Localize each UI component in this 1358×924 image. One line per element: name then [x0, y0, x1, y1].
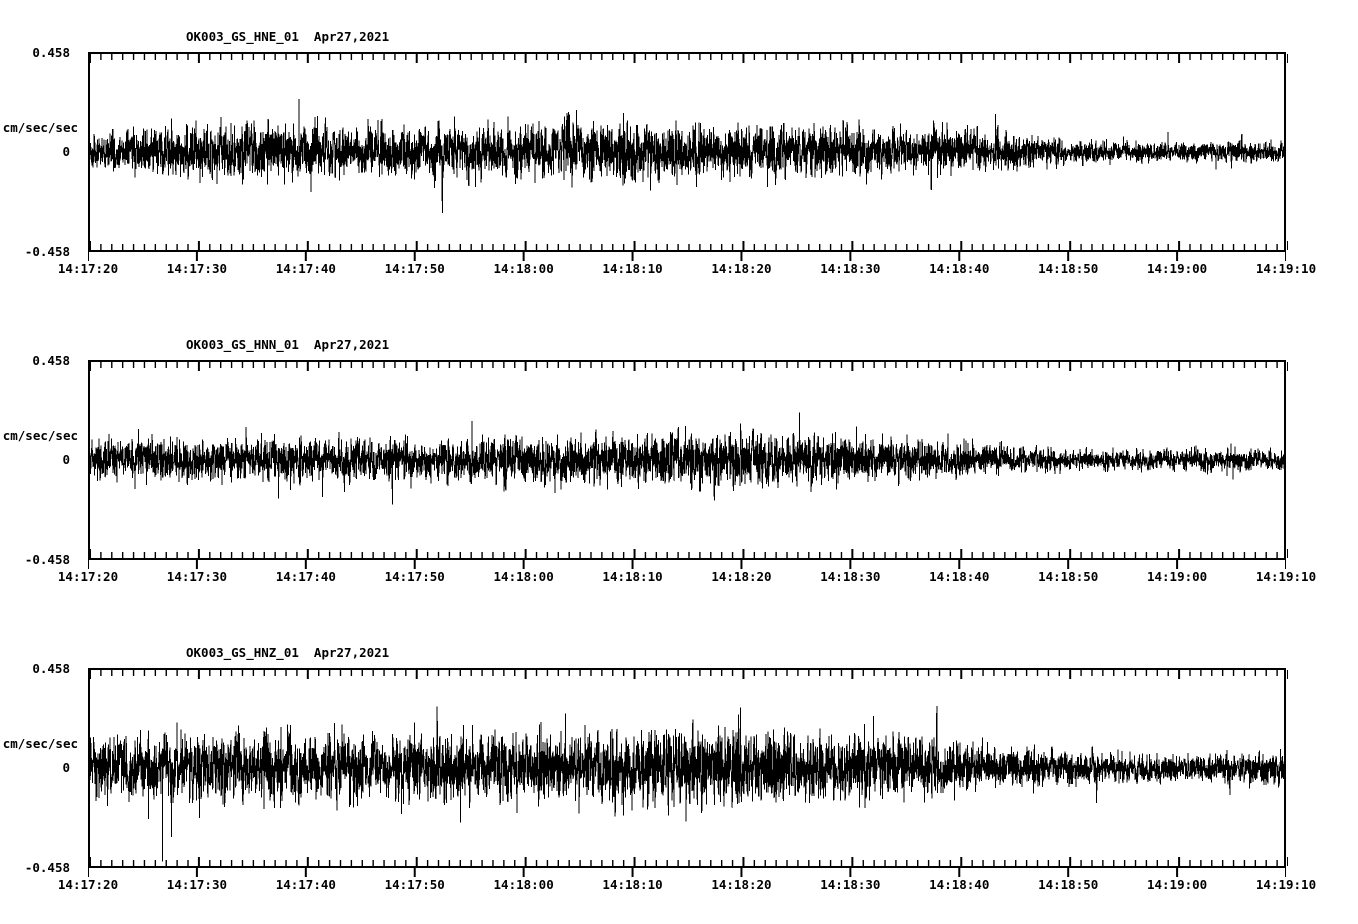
x-tick-label: 14:18:30: [820, 261, 881, 276]
y-axis-unit-label-hne: cm/sec/sec: [2, 120, 78, 135]
top-axis-ticks-hne: [90, 54, 1288, 63]
y-axis-zero-label-hnn: 0: [62, 452, 70, 467]
x-tick-label: 14:17:30: [166, 569, 228, 584]
x-tick-label: 14:17:50: [384, 877, 445, 892]
waveform-trace-hne: [90, 99, 1284, 214]
x-tick-label: 14:17:20: [57, 569, 119, 584]
plot-area-hne: [88, 52, 1288, 252]
bottom-axis-major-ticks-hnn: [88, 560, 1286, 569]
x-axis-tick-labels-hnn: 14:17:20 14:17:30 14:17:40 14:17:50 14:18:00…: [0, 570, 1358, 588]
x-tick-label: 14:19:10: [1255, 877, 1317, 892]
x-tick-label: 14:18:50: [1038, 877, 1099, 892]
top-axis-ticks-hnn: [90, 362, 1288, 371]
x-tick-label: 14:17:40: [275, 261, 336, 276]
plot-area-hnn: [88, 360, 1288, 560]
x-tick-label: 14:18:00: [493, 261, 554, 276]
x-tick-label: 14:18:50: [1038, 261, 1099, 276]
bottom-axis-inner-ticks-hnz: [90, 857, 1288, 866]
panel-hne: OK003_GS_HNE_01 Apr27,2021 0.458 cm/sec/…: [0, 0, 1358, 280]
y-axis-zero-label-hnz: 0: [62, 760, 70, 775]
x-tick-label: 14:18:40: [929, 877, 990, 892]
panel-title-hne: OK003_GS_HNE_01 Apr27,2021: [186, 29, 390, 44]
x-tick-label: 14:17:20: [57, 261, 119, 276]
x-axis-tick-labels-hne: 14:17:20 14:17:30 14:17:40 14:17:50 14:18:00…: [0, 262, 1358, 280]
x-tick-label: 14:18:20: [711, 569, 772, 584]
x-tick-label: 14:19:10: [1255, 569, 1317, 584]
y-axis-min-label-hnz: -0.458: [24, 860, 70, 875]
panel-title-hnn: OK003_GS_HNN_01 Apr27,2021: [186, 337, 390, 352]
waveform-trace-hnz: [90, 706, 1284, 862]
y-axis-unit-label-hnz: cm/sec/sec: [2, 736, 78, 751]
x-tick-label: 14:18:10: [602, 877, 663, 892]
x-tick-label: 14:18:00: [493, 877, 554, 892]
y-axis-min-label-hne: -0.458: [24, 244, 70, 259]
y-axis-max-label-hne: 0.458: [32, 45, 70, 60]
panel-hnz: OK003_GS_HNZ_01 Apr27,2021 0.458 cm/sec/…: [0, 616, 1358, 896]
y-axis-zero-label-hne: 0: [62, 144, 70, 159]
plot-area-hnz: [88, 668, 1288, 868]
bottom-axis-major-ticks-hnz: [88, 868, 1286, 877]
x-tick-label: 14:19:10: [1255, 261, 1317, 276]
bottom-axis-inner-ticks-hnn: [90, 549, 1288, 558]
x-tick-label: 14:19:00: [1146, 569, 1208, 584]
bottom-axis-major-ticks-hne: [88, 252, 1286, 261]
x-tick-label: 14:19:00: [1146, 877, 1208, 892]
x-tick-label: 14:17:50: [384, 569, 445, 584]
y-axis-unit-label-hnn: cm/sec/sec: [2, 428, 78, 443]
y-axis-max-label-hnn: 0.458: [32, 353, 70, 368]
x-tick-label: 14:17:50: [384, 261, 445, 276]
panel-title-hnz: OK003_GS_HNZ_01 Apr27,2021: [186, 645, 390, 660]
panel-hnn: OK003_GS_HNN_01 Apr27,2021 0.458 cm/sec/…: [0, 308, 1358, 588]
x-tick-label: 14:17:20: [57, 877, 119, 892]
x-tick-label: 14:17:40: [275, 569, 336, 584]
x-tick-label: 14:18:20: [711, 261, 772, 276]
x-tick-label: 14:18:30: [820, 877, 881, 892]
bottom-axis-inner-ticks-hne: [90, 241, 1288, 250]
x-tick-label: 14:17:30: [166, 877, 228, 892]
x-tick-label: 14:19:00: [1146, 261, 1208, 276]
x-tick-label: 14:18:40: [929, 569, 990, 584]
x-tick-label: 14:18:10: [602, 261, 663, 276]
waveform-trace-hnn: [90, 412, 1284, 505]
x-tick-label: 14:18:40: [929, 261, 990, 276]
x-tick-label: 14:18:30: [820, 569, 881, 584]
y-axis-min-label-hnn: -0.458: [24, 552, 70, 567]
x-tick-label: 14:18:00: [493, 569, 554, 584]
x-tick-label: 14:17:40: [275, 877, 336, 892]
y-axis-max-label-hnz: 0.458: [32, 661, 70, 676]
x-tick-label: 14:18:20: [711, 877, 772, 892]
x-tick-label: 14:18:10: [602, 569, 663, 584]
top-axis-ticks-hnz: [90, 670, 1288, 679]
x-tick-label: 14:17:30: [166, 261, 228, 276]
x-axis-tick-labels-hnz: 14:17:20 14:17:30 14:17:40 14:17:50 14:18:00…: [0, 878, 1358, 896]
x-tick-label: 14:18:50: [1038, 569, 1099, 584]
